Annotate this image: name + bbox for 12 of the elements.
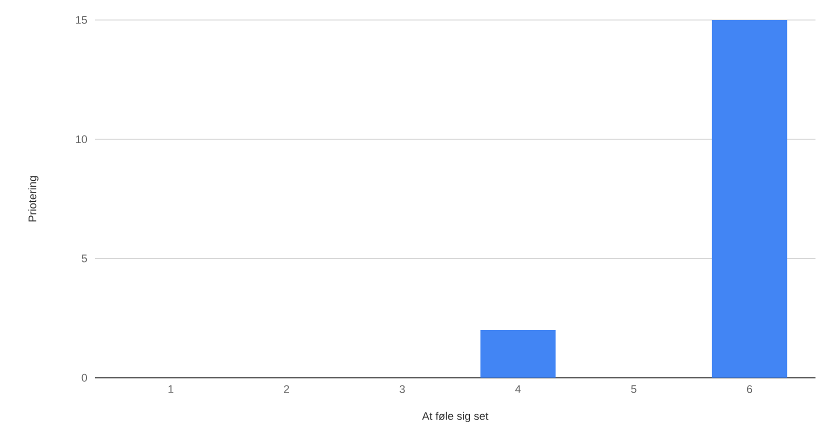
x-axis-title: At føle sig set [422,412,488,422]
x-tick-label: 3 [400,385,405,394]
y-tick-label: 5 [82,254,87,262]
y-tick-label: 0 [82,374,87,382]
y-tick-label: 10 [76,136,87,144]
y-axis-title: Priotering [28,176,38,222]
x-tick-label: 6 [747,385,752,394]
y-tick-label: 15 [76,16,87,24]
x-tick-label: 4 [515,385,521,393]
x-tick-label: 2 [284,385,290,394]
x-tick-label: 1 [168,385,174,393]
x-tick-label: 5 [631,385,636,394]
